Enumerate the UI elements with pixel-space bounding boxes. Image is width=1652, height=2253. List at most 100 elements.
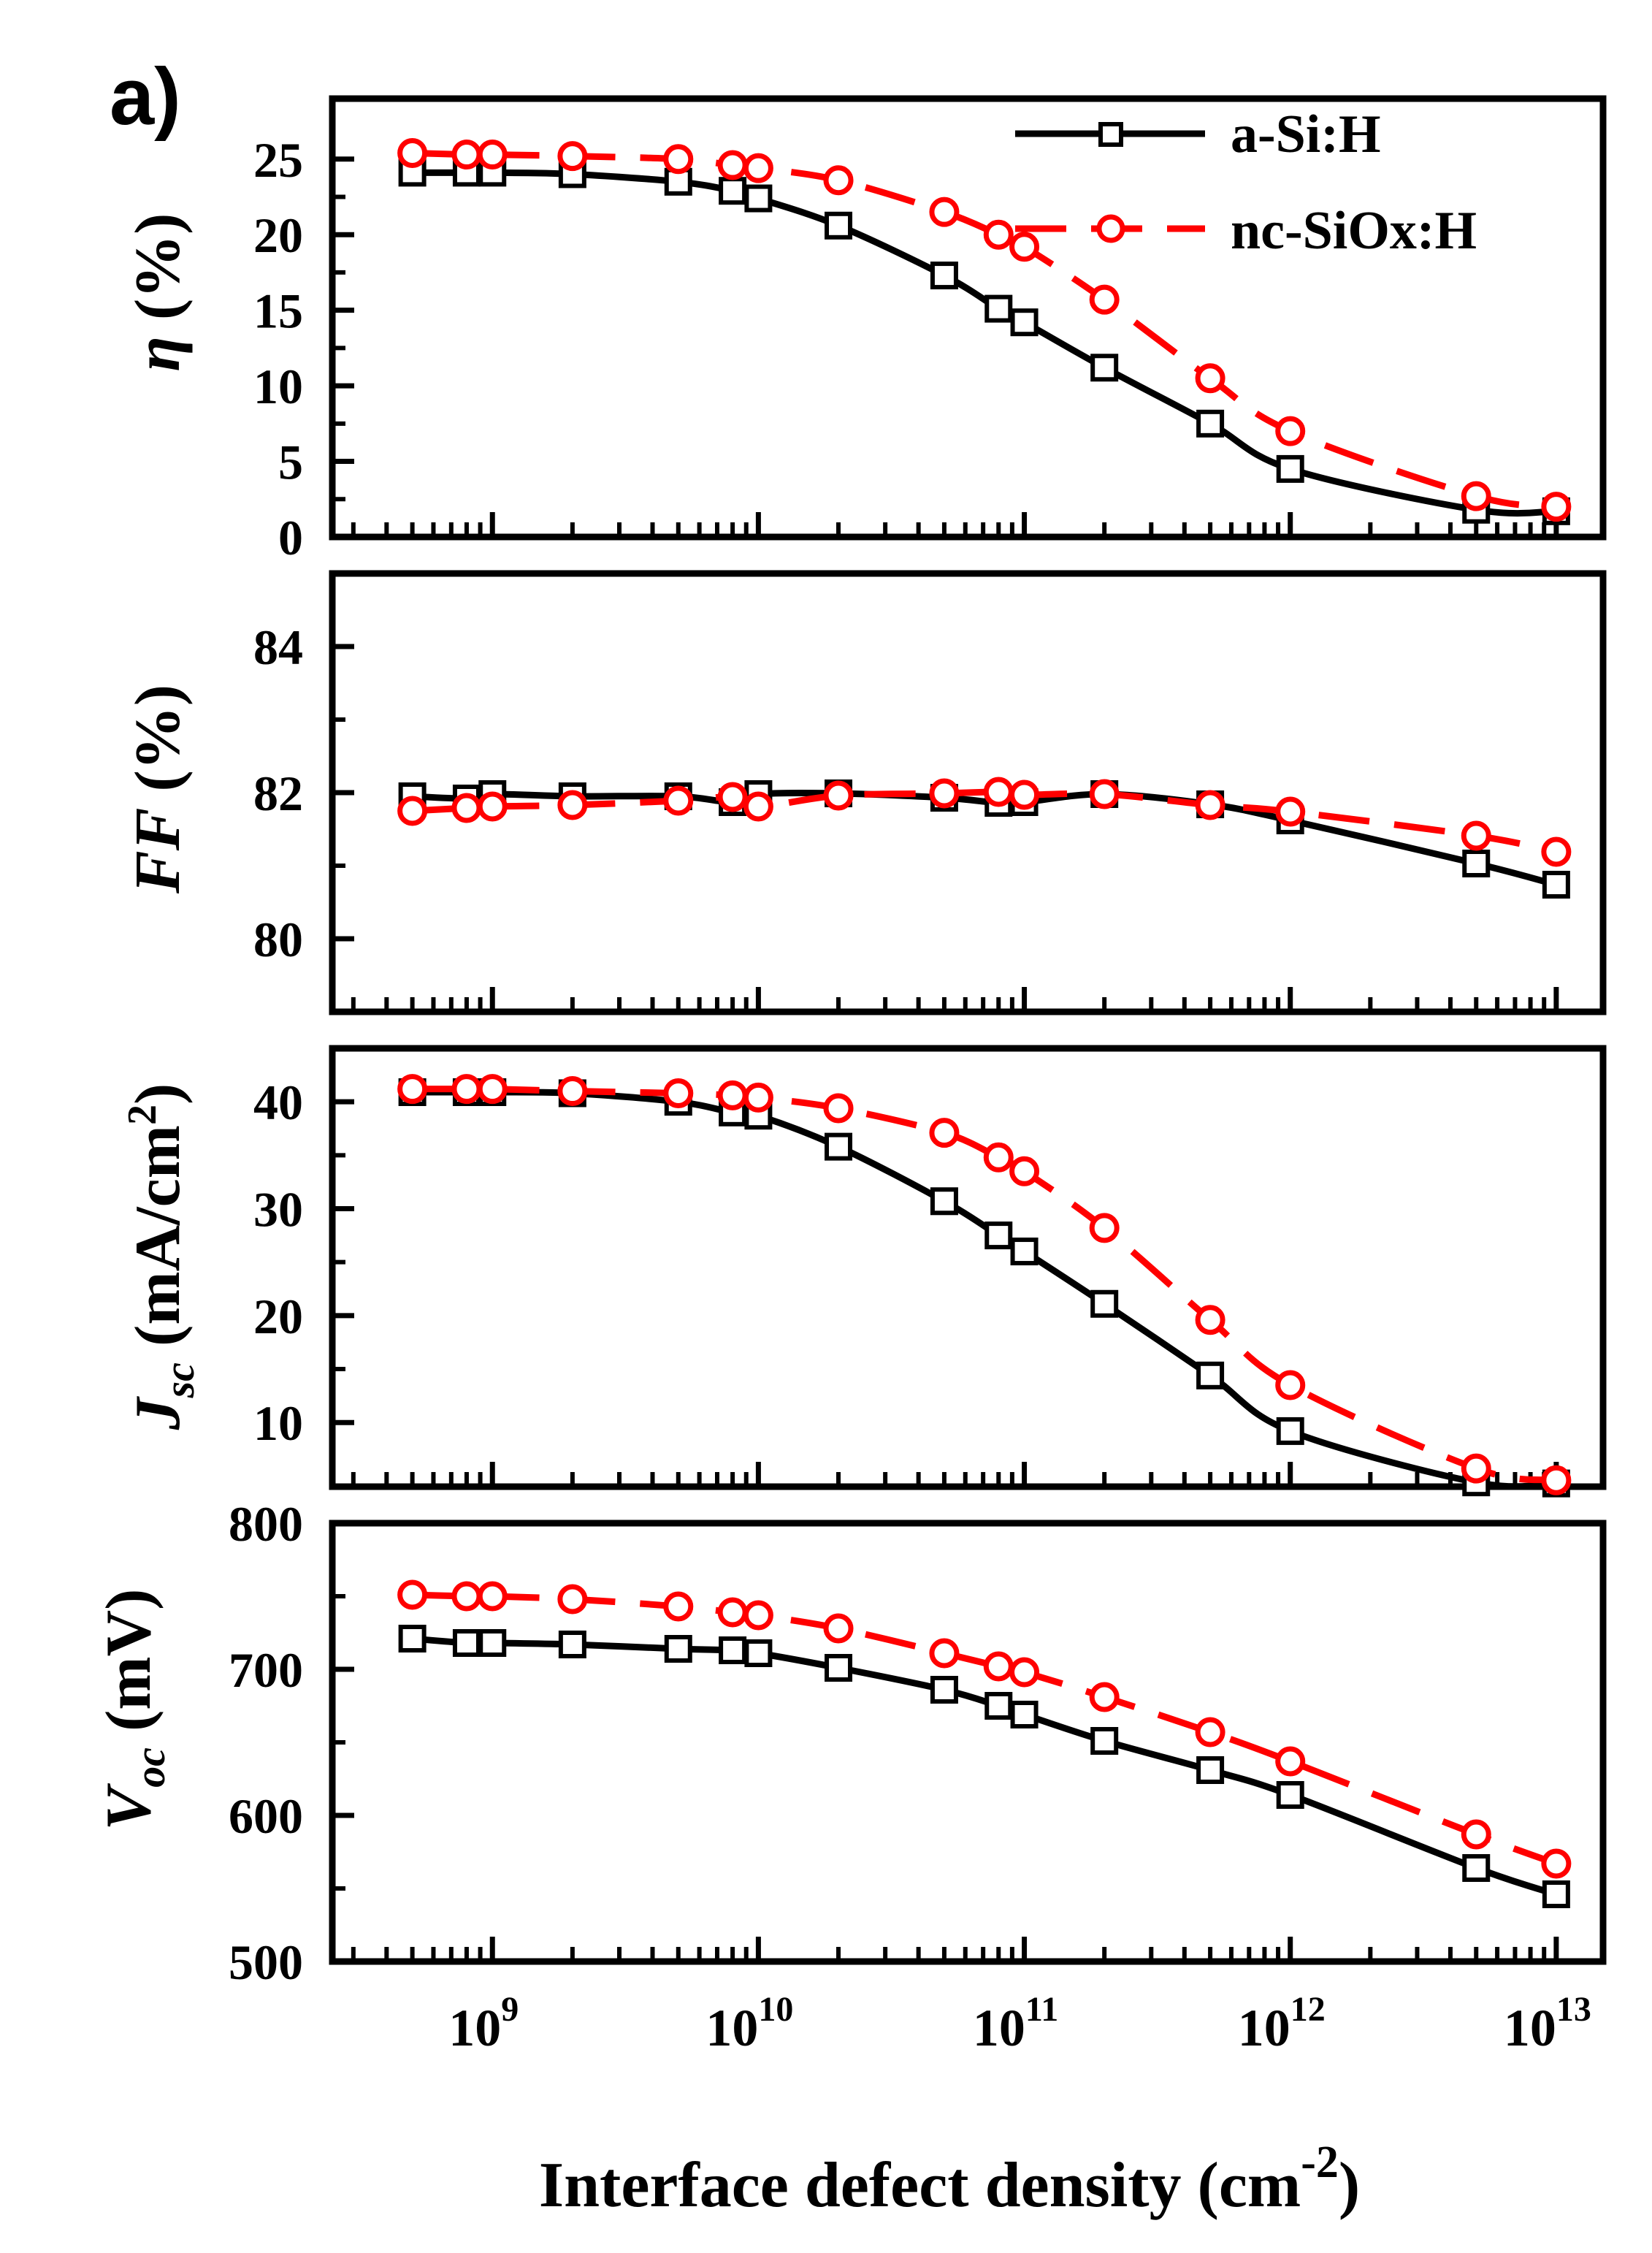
panel-eta: 0 5 10 15 20 25 η (%) [123,95,1607,565]
voc-point-a-si [719,1636,747,1664]
legend: a-Si:H nc-SiOx:H [1015,104,1477,261]
eta-axis-title: η (%) [123,213,194,372]
jsc-point-nc-siox [477,1074,508,1105]
eta-ytick-label: 0 [278,510,303,565]
voc-point-nc-siox [1195,1717,1225,1747]
eta-ytick-label: 10 [253,359,303,414]
jsc-ytick-label: 20 [253,1289,303,1344]
voc-ytick-label: 800 [229,1496,303,1552]
voc-point-nc-siox [929,1638,960,1669]
jsc-point-nc-siox [743,1082,773,1113]
jsc-axis-title-symbol: J [123,1395,194,1430]
eta-point-a-si [1276,454,1304,483]
ff-point-nc-siox [1009,779,1040,810]
eta-point-nc-siox [1461,481,1491,511]
jsc-point-nc-siox [823,1093,854,1124]
eta-point-nc-siox [1541,492,1572,522]
ff-point-nc-siox [983,777,1014,807]
ff-point-nc-siox [929,778,960,809]
eta-point-nc-siox [397,137,428,168]
ff-plot [397,777,1572,899]
jsc-ytick-label: 10 [253,1395,303,1451]
eta-point-a-si [930,262,958,290]
jsc-axis-title-superscript: 2 [120,1105,165,1125]
x-axis-title-close: ) [1339,2150,1360,2221]
voc-point-a-si [1542,1880,1570,1908]
ff-point-nc-siox [1089,779,1120,809]
jsc-ytick-label: 40 [253,1075,303,1130]
jsc-point-nc-siox [1541,1465,1572,1495]
x-tick-base: 10 [705,1999,758,2057]
x-tick-exponent: 13 [1556,1990,1591,2029]
x-tick-label: 109 [448,1990,519,2057]
voc-point-a-si [744,1639,773,1667]
panel-ff: 80 82 84 FF (%) [123,570,1607,1015]
ff-ytick-label: 84 [253,620,303,675]
jsc-point-a-si [1090,1289,1119,1318]
voc-line-a-si [412,1635,1558,1898]
jsc-axis-title: Jsc (mA/cm2) [120,1083,203,1431]
eta-point-a-si [744,184,773,213]
jsc-point-nc-siox [929,1118,960,1148]
eta-ytick-label: 25 [253,132,303,188]
eta-point-nc-siox [557,141,588,172]
panel-jsc: 10 20 30 40 Jsc (mA/cm2) [120,1045,1607,1498]
voc-point-a-si [1090,1727,1119,1755]
voc-ytick-label: 700 [229,1642,303,1698]
jsc-axis-title-subscript: sc [156,1362,203,1398]
voc-point-a-si [1196,1756,1225,1784]
jsc-point-nc-siox [451,1074,482,1105]
jsc-point-nc-siox [717,1080,748,1110]
ff-point-a-si [1462,850,1491,877]
jsc-frame [329,1045,1607,1490]
eta-point-a-si [719,177,747,205]
jsc-point-nc-siox [1275,1370,1306,1400]
ff-point-nc-siox [477,791,508,822]
eta-axis-title-symbol: η [123,336,194,371]
voc-plot [397,1579,1572,1908]
eta-ytick-label: 20 [253,207,303,263]
voc-point-a-si [558,1631,586,1658]
ff-axis-title-symbol: FF [123,808,194,894]
voc-ytick-label: 500 [229,1934,303,1990]
voc-point-a-si [398,1625,427,1652]
jsc-axis-title-unit: (mA/cm [123,1125,194,1362]
x-tick-base: 10 [1238,1999,1290,2057]
panel-tag: a) [110,52,181,142]
voc-point-nc-siox [451,1581,482,1612]
jsc-point-nc-siox [1089,1213,1120,1243]
ff-point-nc-siox [557,790,588,820]
voc-point-nc-siox [1089,1682,1120,1712]
x-tick-base: 10 [1504,1999,1556,2057]
eta-point-nc-siox [663,144,694,175]
eta-point-nc-siox [717,150,748,180]
voc-point-nc-siox [1275,1746,1306,1777]
voc-point-nc-siox [557,1584,588,1615]
jsc-axes: 10 20 30 40 [253,1045,1607,1490]
jsc-point-nc-siox [557,1076,588,1107]
eta-point-a-si [984,294,1013,323]
jsc-point-a-si [1010,1238,1039,1266]
legend-marker-nc-siox [1096,214,1125,243]
eta-point-nc-siox [477,140,508,170]
voc-point-nc-siox [1009,1657,1040,1688]
eta-point-nc-siox [1089,284,1120,315]
voc-point-nc-siox [743,1600,773,1631]
eta-point-nc-siox [743,153,773,183]
ff-point-nc-siox [1195,790,1225,820]
jsc-line-nc-siox [412,1085,1557,1484]
eta-point-nc-siox [983,219,1014,250]
x-axis-title-superscript: -2 [1301,2138,1339,2187]
ff-axis-title: FF (%) [123,685,194,894]
ff-point-nc-siox [743,791,773,822]
jsc-point-a-si [930,1187,958,1216]
x-axis-title-main: Interface defect density (cm [539,2150,1301,2221]
voc-axis-title-subscript: oc [126,1747,174,1788]
ff-point-nc-siox [397,796,428,826]
voc-axis-title: Voc (mV) [93,1589,174,1831]
eta-ytick-label: 15 [253,283,303,339]
voc-point-nc-siox [1461,1819,1491,1850]
jsc-ytick-label: 30 [253,1182,303,1238]
x-tick-labels: 109 1010 1011 1012 1013 [448,1990,1591,2057]
